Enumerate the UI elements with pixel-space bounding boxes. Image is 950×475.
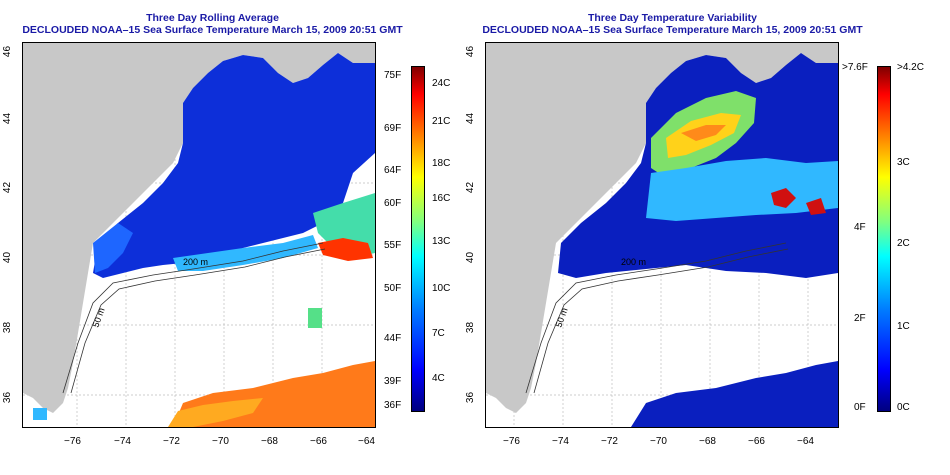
left-xtick-74: −74	[114, 436, 131, 447]
left-cb-f-1: 69F	[384, 123, 402, 134]
left-title-line1: Three Day Rolling Average	[146, 12, 279, 24]
left-title-line2: DECLOUDED NOAA–15 Sea Surface Temperatur…	[22, 24, 403, 36]
right-map: 200 m 50 m	[485, 42, 839, 428]
left-cb-c-1: 21C	[432, 116, 451, 127]
left-xtick-76: −76	[64, 436, 81, 447]
left-ytick-38: 38	[2, 321, 14, 334]
right-cb-c-0: >4.2C	[897, 62, 924, 73]
right-cb-f-3: 0F	[854, 402, 866, 413]
right-ytick-36: 36	[465, 391, 477, 404]
left-map: 200 m 50 m	[22, 42, 376, 428]
left-cb-f-5: 50F	[384, 283, 402, 294]
left-cb-c-4: 13C	[432, 236, 451, 247]
right-cb-f-0: >7.6F	[842, 62, 868, 73]
right-ytick-42: 42	[465, 181, 477, 194]
left-xtick-64: −64	[358, 436, 375, 447]
left-title: Three Day Rolling Average DECLOUDED NOAA…	[20, 12, 405, 36]
left-xtick-68: −68	[261, 436, 278, 447]
left-map-svg: 200 m 50 m	[23, 43, 375, 427]
left-cb-f-6: 44F	[384, 333, 402, 344]
right-xtick-76: −76	[503, 436, 520, 447]
left-cb-f-2: 64F	[384, 165, 402, 176]
right-contour-50m	[533, 248, 789, 394]
left-cb-c-6: 7C	[432, 328, 445, 339]
left-land	[23, 43, 375, 413]
right-title: Three Day Temperature Variability DECLOU…	[480, 12, 865, 36]
left-gulf-stream-yellow	[168, 398, 263, 427]
right-title-line2: DECLOUDED NOAA–15 Sea Surface Temperatur…	[482, 24, 863, 36]
right-cb-f-2: 2F	[854, 313, 866, 324]
left-cb-c-2: 18C	[432, 158, 451, 169]
left-warm-patch	[318, 238, 373, 261]
right-xtick-64: −64	[797, 436, 814, 447]
left-cold-water	[93, 53, 375, 278]
left-ytick-36: 36	[2, 391, 14, 404]
right-low-variability	[558, 53, 838, 278]
left-cb-c-3: 16C	[432, 193, 451, 204]
right-contour-label-200m: 200 m	[621, 257, 646, 267]
left-teal-band	[173, 235, 318, 271]
left-xtick-66: −66	[310, 436, 327, 447]
right-title-line1: Three Day Temperature Variability	[587, 12, 758, 24]
left-ytick-42: 42	[2, 181, 14, 194]
left-nearshore-water	[93, 223, 133, 273]
left-colorbar	[411, 66, 425, 412]
left-cb-f-0: 75F	[384, 70, 402, 81]
left-contour-200m	[62, 242, 324, 394]
left-contour-50m	[70, 248, 326, 394]
left-contour-label-200m: 200 m	[183, 257, 208, 267]
right-map-svg: 200 m 50 m	[486, 43, 838, 427]
right-xtick-70: −70	[650, 436, 667, 447]
right-ytick-46: 46	[465, 45, 477, 58]
left-ytick-44: 44	[2, 112, 14, 125]
right-cb-c-4: 0C	[897, 402, 910, 413]
right-ytick-38: 38	[465, 321, 477, 334]
left-xtick-70: −70	[212, 436, 229, 447]
right-ytick-44: 44	[465, 112, 477, 125]
right-cyan-band	[646, 158, 838, 221]
right-cb-f-1: 4F	[854, 222, 866, 233]
right-xtick-66: −66	[748, 436, 765, 447]
right-cb-c-3: 1C	[897, 321, 910, 332]
right-contour-200m	[525, 242, 787, 394]
right-red-patches	[771, 188, 826, 215]
left-ytick-40: 40	[2, 251, 14, 264]
left-coastal-patch	[33, 408, 47, 420]
left-cb-c-7: 4C	[432, 373, 445, 384]
right-cb-c-1: 3C	[897, 157, 910, 168]
left-xtick-72: −72	[163, 436, 180, 447]
right-ytick-40: 40	[465, 251, 477, 264]
left-green-patch	[308, 308, 322, 328]
left-cb-c-5: 10C	[432, 283, 451, 294]
right-cb-c-2: 2C	[897, 238, 910, 249]
left-cb-f-8: 36F	[384, 400, 402, 411]
right-colorbar	[877, 66, 891, 412]
right-south-patches	[631, 361, 838, 427]
right-orange-core	[681, 125, 726, 141]
left-cb-f-4: 55F	[384, 240, 402, 251]
right-xtick-68: −68	[699, 436, 716, 447]
right-xtick-72: −72	[601, 436, 618, 447]
right-xtick-74: −74	[552, 436, 569, 447]
left-cb-f-3: 60F	[384, 198, 402, 209]
left-cb-c-0: 24C	[432, 78, 451, 89]
left-ytick-46: 46	[2, 45, 14, 58]
right-land	[486, 43, 838, 413]
left-cb-f-7: 39F	[384, 376, 402, 387]
